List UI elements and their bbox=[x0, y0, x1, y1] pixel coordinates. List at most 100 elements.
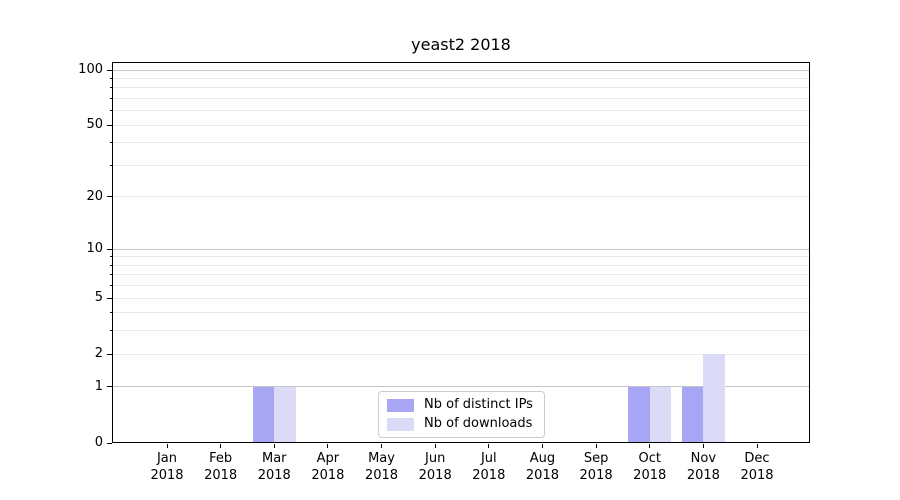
y-tick-label: 2 bbox=[94, 346, 103, 362]
y-tick bbox=[107, 124, 112, 126]
x-tick-label: Apr 2018 bbox=[296, 450, 360, 484]
x-tick bbox=[381, 444, 383, 448]
y-tick-label: 20 bbox=[86, 188, 103, 204]
y-tick bbox=[107, 297, 112, 299]
x-tick-year: 2018 bbox=[740, 468, 774, 483]
y-minor-tick bbox=[109, 77, 112, 79]
bar-distinct-ips bbox=[628, 386, 650, 443]
y-tick bbox=[107, 442, 112, 444]
x-tick bbox=[595, 444, 597, 448]
bar-downloads bbox=[703, 354, 725, 443]
x-tick bbox=[756, 444, 758, 448]
x-tick-label: Feb 2018 bbox=[189, 450, 253, 484]
x-tick-month: Nov bbox=[690, 451, 717, 466]
x-tick-month: Mar bbox=[262, 451, 287, 466]
x-tick-month: Jan bbox=[156, 451, 178, 466]
legend-label: Nb of distinct IPs bbox=[424, 397, 533, 412]
x-tick-year: 2018 bbox=[418, 468, 452, 483]
x-tick-year: 2018 bbox=[364, 468, 399, 483]
y-minor-tick bbox=[109, 274, 112, 276]
y-tick-label: 0 bbox=[94, 435, 103, 450]
bar-distinct-ips bbox=[252, 386, 275, 443]
x-tick-month: Sep bbox=[583, 451, 609, 466]
y-gridline-minor bbox=[112, 256, 810, 258]
y-minor-tick bbox=[109, 142, 112, 144]
y-tick-label: 100 bbox=[78, 62, 103, 77]
y-gridline-minor bbox=[112, 87, 810, 89]
bar-downloads bbox=[274, 386, 296, 443]
y-tick-label: 50 bbox=[86, 117, 103, 133]
legend-entry: Nb of distinct IPs bbox=[387, 398, 536, 412]
y-tick bbox=[107, 248, 112, 250]
x-tick-month: Aug bbox=[529, 451, 556, 466]
x-tick-label: Aug 2018 bbox=[510, 450, 574, 484]
x-tick-month: Apr bbox=[316, 451, 340, 466]
y-gridline-minor bbox=[112, 330, 810, 332]
x-tick-year: 2018 bbox=[686, 468, 720, 483]
x-tick bbox=[649, 444, 651, 448]
y-gridline-minor bbox=[112, 77, 810, 79]
y-minor-tick bbox=[109, 312, 112, 314]
x-tick bbox=[488, 444, 490, 448]
y-gridline-minor bbox=[112, 196, 810, 198]
x-tick-label: Sep 2018 bbox=[564, 450, 628, 484]
legend-label: Nb of downloads bbox=[424, 416, 533, 431]
x-tick-month: Feb bbox=[209, 451, 233, 466]
y-minor-tick bbox=[109, 164, 112, 166]
bar-downloads bbox=[649, 386, 672, 443]
y-gridline-minor bbox=[112, 312, 810, 314]
legend: Nb of distinct IPs Nb of downloads bbox=[378, 391, 545, 438]
legend-swatch bbox=[387, 398, 414, 412]
x-tick-month: May bbox=[368, 451, 395, 466]
x-tick bbox=[273, 444, 275, 448]
x-tick bbox=[327, 444, 329, 448]
chart-title: yeast2 2018 bbox=[411, 35, 511, 54]
y-gridline-minor bbox=[112, 124, 810, 126]
y-minor-tick bbox=[109, 110, 112, 112]
y-gridline-minor bbox=[112, 97, 810, 99]
x-tick-year: 2018 bbox=[257, 468, 291, 483]
y-gridline-major bbox=[112, 69, 810, 71]
x-tick bbox=[541, 444, 543, 448]
x-tick-year: 2018 bbox=[311, 468, 345, 483]
x-tick-label: Dec 2018 bbox=[725, 450, 789, 484]
x-tick-year: 2018 bbox=[633, 468, 667, 483]
y-gridline-minor bbox=[112, 297, 810, 299]
x-tick bbox=[166, 444, 168, 448]
x-tick-label: Jun 2018 bbox=[403, 450, 467, 484]
y-gridline-minor bbox=[112, 285, 810, 287]
x-tick-label: May 2018 bbox=[350, 450, 414, 484]
y-minor-tick bbox=[109, 330, 112, 332]
y-minor-tick bbox=[109, 97, 112, 99]
x-tick-label: Nov 2018 bbox=[671, 450, 735, 484]
x-tick-year: 2018 bbox=[204, 468, 238, 483]
y-gridline-minor bbox=[112, 142, 810, 144]
x-tick-label: Mar 2018 bbox=[242, 450, 306, 484]
y-tick bbox=[107, 196, 112, 198]
x-tick-month: Dec bbox=[744, 451, 770, 466]
y-gridline-major bbox=[112, 248, 810, 250]
y-gridline-minor bbox=[112, 164, 810, 166]
y-gridline-minor bbox=[112, 264, 810, 266]
y-tick bbox=[107, 353, 112, 355]
y-tick-label: 10 bbox=[86, 241, 103, 257]
x-tick-label: Jul 2018 bbox=[457, 450, 521, 484]
x-tick bbox=[702, 444, 704, 448]
y-gridline-minor bbox=[112, 353, 810, 355]
y-tick bbox=[107, 386, 112, 388]
x-tick-month: Jul bbox=[480, 451, 497, 466]
y-tick bbox=[107, 69, 112, 71]
x-tick-year: 2018 bbox=[150, 468, 184, 483]
y-gridline-minor bbox=[112, 274, 810, 276]
x-tick bbox=[220, 444, 222, 448]
y-minor-tick bbox=[109, 87, 112, 89]
x-tick-month: Jun bbox=[425, 451, 446, 466]
x-tick-label: Jan 2018 bbox=[135, 450, 199, 484]
x-tick-year: 2018 bbox=[472, 468, 506, 483]
y-minor-tick bbox=[109, 285, 112, 287]
y-gridline-minor bbox=[112, 110, 810, 112]
legend-entry: Nb of downloads bbox=[387, 417, 536, 431]
x-tick bbox=[434, 444, 436, 448]
x-tick-year: 2018 bbox=[525, 468, 559, 483]
